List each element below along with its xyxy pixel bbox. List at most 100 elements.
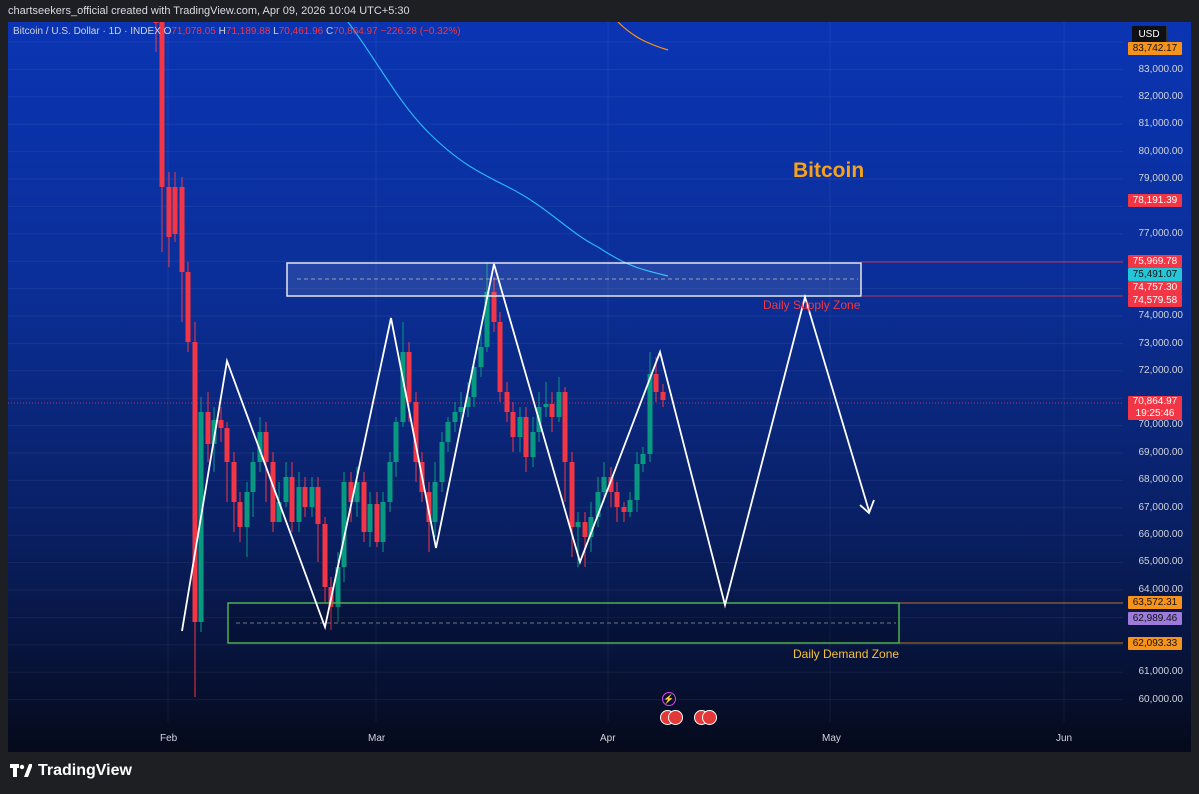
price-tick: 82,000.00: [1138, 91, 1184, 102]
price-tick: 80,000.00: [1138, 146, 1184, 157]
price-tick: 68,000.00: [1138, 474, 1184, 485]
candle-body: [660, 392, 666, 400]
candle-body: [211, 420, 217, 444]
price-tick: 67,000.00: [1138, 502, 1184, 513]
price-tick: 60,000.00: [1138, 694, 1184, 705]
candle-body: [205, 412, 211, 444]
candle-body: [309, 487, 315, 507]
candle-body: [296, 487, 302, 522]
month-label: Apr: [600, 733, 616, 744]
candle-body: [465, 397, 471, 407]
price-tick: 65,000.00: [1138, 556, 1184, 567]
candle-body: [621, 507, 627, 512]
candle-body: [257, 432, 263, 462]
slow-average-line: [617, 22, 669, 51]
candle-body: [471, 367, 477, 397]
candle-body: [432, 482, 438, 522]
price-tick: 81,000.00: [1138, 118, 1184, 129]
brand-name: TradingView: [38, 762, 132, 779]
candle-body: [322, 524, 328, 587]
month-label: May: [822, 733, 841, 744]
candle-body: [393, 422, 399, 462]
candle-body: [582, 522, 588, 537]
price-tag: 78,191.39: [1128, 194, 1182, 207]
candle-body: [250, 462, 256, 492]
candle-body: [426, 492, 432, 522]
month-label: Mar: [368, 733, 386, 744]
candle-body: [653, 374, 659, 392]
candle-body: [634, 464, 640, 500]
close-value: 70,864.97: [333, 26, 378, 37]
candle-body: [302, 487, 308, 507]
candle-body: [484, 292, 490, 347]
candle-body: [263, 432, 269, 462]
arrow-head: [859, 499, 875, 515]
candle-body: [439, 442, 445, 482]
candle-body: [185, 272, 191, 342]
symbol-legend[interactable]: Bitcoin / U.S. Dollar · 1D · INDEX O71,0…: [13, 26, 461, 37]
last-price: 70,864.97: [1132, 396, 1178, 407]
candle-body: [179, 187, 185, 272]
candle-body: [627, 500, 633, 512]
high-value: 71,189.88: [225, 26, 271, 37]
chart-annotation-title: Bitcoin: [793, 159, 865, 182]
candle-body: [478, 347, 484, 367]
candle-body: [510, 412, 516, 437]
candle-body: [387, 462, 393, 502]
candle-body: [601, 477, 607, 492]
candle-body: [270, 462, 276, 522]
candle-body: [523, 417, 529, 457]
candle-body: [348, 482, 354, 502]
chart-canvas: [8, 22, 1123, 722]
price-tick: 66,000.00: [1138, 529, 1184, 540]
candle-body: [335, 567, 341, 607]
candle-body: [614, 492, 620, 507]
candle-body: [361, 482, 367, 532]
candle-body: [192, 342, 198, 622]
open-value: 71,078.05: [171, 26, 216, 37]
candle-body: [595, 492, 601, 517]
candle-body: [231, 462, 237, 502]
price-tick: 72,000.00: [1138, 365, 1184, 376]
month-label: Feb: [160, 733, 178, 744]
price-tag: 83,742.17: [1128, 42, 1182, 55]
candle-body: [452, 412, 458, 422]
tradingview-logo[interactable]: TradingView: [10, 762, 132, 780]
price-tick: 70,000.00: [1138, 419, 1184, 430]
price-tag: 75,969.78: [1128, 255, 1182, 268]
candle-body: [588, 517, 594, 537]
price-tag: 62,093.33: [1128, 637, 1182, 650]
low-value: 70,461.96: [278, 26, 324, 37]
bar-countdown: 19:25:46: [1135, 408, 1175, 419]
candle-body: [244, 492, 250, 527]
symbol-name: Bitcoin / U.S. Dollar · 1D · INDEX: [13, 26, 161, 37]
price-tag: 63,572.31: [1128, 596, 1182, 609]
candle-body: [153, 22, 159, 23]
footer: TradingView: [0, 752, 1199, 794]
price-tick: 69,000.00: [1138, 447, 1184, 458]
candle-body: [491, 292, 497, 322]
candle-body: [218, 420, 224, 428]
candle-body: [341, 482, 347, 567]
candle-body: [549, 404, 555, 417]
candle-body: [380, 502, 386, 542]
candle-body: [374, 504, 380, 542]
price-tick: 64,000.00: [1138, 584, 1184, 595]
demand-zone-box: [227, 602, 900, 644]
candle-body: [504, 392, 510, 412]
price-tag: 74,579.58: [1128, 294, 1182, 307]
candle-body: [289, 477, 295, 522]
candle-body: [543, 404, 549, 407]
price-tag: 74,757.30: [1128, 281, 1182, 294]
candle-body: [237, 502, 243, 527]
change-value: −226.28 (−0.32%): [380, 26, 461, 37]
candle-body: [172, 187, 178, 234]
chart-area[interactable]: Bitcoin / U.S. Dollar · 1D · INDEX O71,0…: [8, 22, 1191, 752]
price-tick: 61,000.00: [1138, 666, 1184, 677]
candle-body: [556, 392, 562, 417]
month-label: Jun: [1056, 733, 1073, 744]
us-flag-icon[interactable]: [702, 710, 717, 725]
candle-body: [283, 477, 289, 502]
us-flag-icon[interactable]: [668, 710, 683, 725]
lightning-icon[interactable]: ⚡: [662, 692, 676, 706]
